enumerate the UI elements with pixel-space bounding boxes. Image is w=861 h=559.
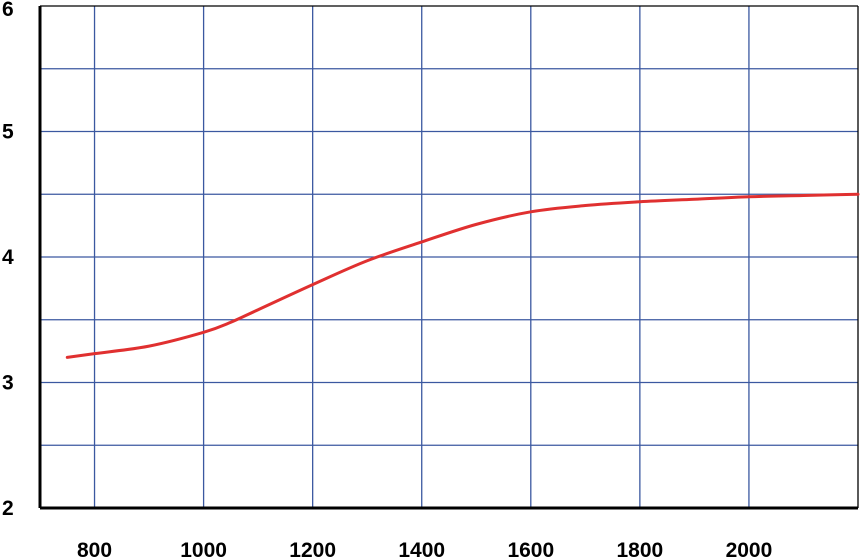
- x-tick-label: 2000: [726, 539, 773, 559]
- x-tick-label: 1800: [617, 539, 664, 559]
- y-tick-labels: 2 3 4 5 6: [2, 0, 14, 520]
- y-tick-label: 4: [2, 246, 14, 269]
- y-tick-label: 5: [2, 121, 14, 144]
- y-tick-label: 3: [2, 372, 14, 395]
- x-tick-label: 1000: [180, 539, 227, 559]
- axes: [38, 5, 859, 510]
- series: [65, 192, 860, 359]
- series-line: [65, 192, 860, 359]
- x-tick-label: 1400: [398, 539, 445, 559]
- x-tick-label: 1200: [289, 539, 336, 559]
- y-tick-label: 2: [2, 497, 14, 520]
- x-tick-label: 1600: [507, 539, 554, 559]
- y-tick-label: 6: [2, 0, 14, 21]
- grid: [40, 6, 858, 508]
- x-tick-label: 800: [77, 539, 112, 559]
- x-tick-labels: 800 1000 1200 1400 1600 1800 2000: [77, 539, 772, 559]
